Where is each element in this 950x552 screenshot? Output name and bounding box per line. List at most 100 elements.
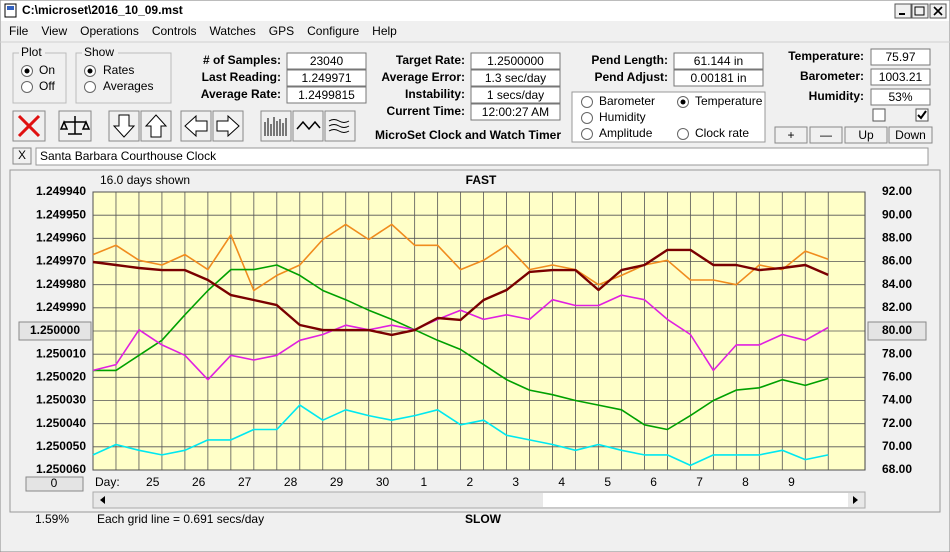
y2-tick-label: 80.00 [882,323,912,337]
x-tick-label: 25 [146,475,160,489]
graph-option: Barometer [599,94,655,108]
y-tick-label: 1.249950 [36,207,86,221]
show-option: Averages [103,79,153,93]
graph-radio[interactable] [677,128,689,140]
reading-label: Average Error: [381,70,465,84]
control-button[interactable] [844,126,888,144]
x-tick-label: 8 [742,475,749,489]
reading-box [870,68,931,86]
series-line [92,248,829,337]
control-button[interactable] [888,126,933,144]
menu-item[interactable]: Watches [210,24,256,38]
reading-label: Humidity: [809,89,864,103]
scroll-left[interactable] [100,496,105,504]
balance-icon [59,116,91,135]
x-axis-label: Day: [95,475,120,489]
zero-button[interactable] [25,476,84,492]
menu-item[interactable]: GPS [269,24,294,38]
reading-value: 12:00:27 AM [482,105,549,119]
menu-item[interactable]: Operations [80,24,139,38]
y2-tick-label: 86.00 [882,254,912,268]
app-title: MicroSet Clock and Watch Timer [375,128,561,142]
percent: 1.59% [35,512,69,526]
series-line [92,404,829,467]
y2-tick-label: 72.00 [882,416,912,430]
reading-value: 23040 [310,54,344,68]
control-button-label: Down [895,128,926,142]
show-option: Rates [103,63,134,77]
up-arrow [144,114,168,138]
graph-radio[interactable] [581,112,593,124]
y-tick-button[interactable] [18,321,92,341]
y2-tick-label: 68.00 [882,462,912,476]
checkbox[interactable] [872,108,886,122]
clock-name-box[interactable] [35,147,929,166]
lines [92,223,829,467]
reading-value: 75.97 [885,50,915,64]
plot-option: Off [39,79,55,93]
x-tick-label: 3 [512,475,519,489]
y-tick-label: 1.249960 [36,231,86,245]
x-tick-label: 1 [421,475,428,489]
reading-value: 1.2499815 [298,88,355,102]
control-button[interactable] [774,126,808,144]
menu-item[interactable]: File [9,24,29,38]
reading-label: Instability: [405,87,465,101]
series-line [93,264,829,431]
x-tick-label: 6 [650,475,657,489]
control-button[interactable] [809,126,843,144]
reading-value: 1 secs/day [487,88,544,102]
x-tick-label: 4 [558,475,565,489]
reading-value: 1.2500000 [487,54,544,68]
reading-value: 61.144 in [694,54,743,68]
x-tick-label: 28 [284,475,298,489]
close-clock-button[interactable] [12,147,32,165]
grid [92,191,865,471]
scrollbar-thumb[interactable] [543,493,848,507]
y-tick-label: 1.249990 [36,300,86,314]
reading-value: 1.249971 [301,71,351,85]
close-icon [933,6,943,16]
title-bar [1,1,949,21]
y-tick-label: 1.249940 [36,184,86,198]
reading-label: # of Samples: [203,53,281,67]
graph-radio[interactable] [581,96,593,108]
maximize-button[interactable] [911,3,929,19]
y-tick-label: 1.250000 [30,323,80,337]
x-tick-label: 30 [376,475,390,489]
reading-label: Current Time: [387,104,465,118]
multi-wave-icon [328,119,350,133]
graph-radio-dot [680,99,686,105]
show-group-title: Show [84,45,114,59]
menu-item[interactable]: Controls [152,24,197,38]
reading-box [470,103,561,121]
reading-label: Pend Length: [591,53,668,67]
plot-radio[interactable] [21,81,33,93]
x-tick-label: 2 [466,475,473,489]
scroll-right[interactable] [853,496,858,504]
y2-tick-label: 88.00 [882,231,912,245]
reading-box [286,52,367,70]
x-tick-label: 29 [330,475,344,489]
minimize-button[interactable] [894,3,912,19]
y-tick-label: 1.250020 [36,370,86,384]
show-radio-dot [87,68,93,74]
reading-box [470,52,561,70]
app-icon [4,3,17,18]
days-shown: 16.0 days shown [100,173,190,187]
control-button-label: — [820,128,832,142]
menu-item[interactable]: View [41,24,67,38]
right-arrow [216,114,240,138]
menu-item[interactable]: Help [372,24,397,38]
bars-icon [264,117,287,136]
show-radio[interactable] [84,81,96,93]
close-clock-label: X [18,148,26,162]
graph-option: Amplitude [599,126,653,140]
graph-radio[interactable] [581,128,593,140]
y2-tick-button[interactable] [867,321,927,341]
window-title: C:\microset\2016_10_09.mst [22,3,183,17]
menu-item[interactable]: Configure [307,24,359,38]
grid-note: Each grid line = 0.691 secs/day [97,512,264,526]
graph-select-box [571,91,766,143]
